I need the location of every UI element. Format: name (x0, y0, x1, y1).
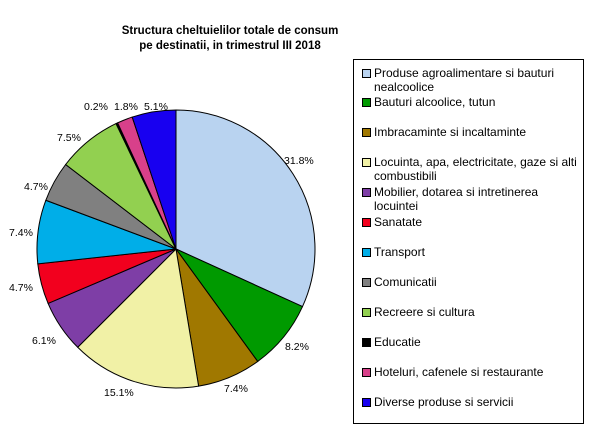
legend-label: Educatie (374, 335, 421, 349)
legend-label: Sanatate (374, 215, 423, 229)
legend-label: Transport (374, 245, 425, 259)
slice-percent-label: 31.8% (284, 155, 314, 167)
legend-item: Produse agroalimentare si bauturi nealco… (362, 66, 580, 94)
legend-label: Hoteluri, cafenele si restaurante (374, 365, 544, 379)
slice-percent-label: 8.2% (285, 341, 309, 353)
legend-swatch (362, 398, 371, 407)
legend-item: Comunicatii (362, 275, 580, 289)
legend-label: Produse agroalimentare si bauturi nealco… (374, 66, 555, 94)
legend-swatch (362, 368, 371, 377)
chart-title: Structura cheltuielilor totale de consum… (110, 24, 350, 54)
slice-percent-label: 7.4% (9, 227, 33, 239)
slice-percent-label: 4.7% (9, 282, 33, 294)
legend-swatch (362, 278, 371, 287)
legend-item: Hoteluri, cafenele si restaurante (362, 365, 580, 379)
legend-item: Bauturi alcoolice, tutun (362, 95, 580, 109)
legend-label: Mobilier, dotarea si intretinerea locuin… (374, 185, 539, 213)
legend-swatch (362, 338, 371, 347)
legend-item: Recreere si cultura (362, 305, 580, 319)
legend-label: Comunicatii (374, 275, 437, 289)
legend-item: Locuinta, apa, electricitate, gaze si al… (362, 155, 580, 183)
legend-item: Sanatate (362, 215, 580, 229)
legend-item: Diverse produse si servicii (362, 395, 580, 409)
legend-item: Mobilier, dotarea si intretinerea locuin… (362, 185, 580, 213)
legend-item: Educatie (362, 335, 580, 349)
legend-swatch (362, 308, 371, 317)
chart-title-line-2: pe destinatii, in trimestrul III 2018 (139, 40, 321, 52)
slice-percent-label: 7.4% (224, 383, 248, 395)
legend-label: Bauturi alcoolice, tutun (374, 95, 496, 109)
slice-percent-label: 1.8% (114, 101, 138, 113)
legend-label: Diverse produse si servicii (374, 395, 514, 409)
slice-percent-label: 4.7% (24, 181, 48, 193)
slice-percent-label: 6.1% (32, 335, 56, 347)
legend-label: Imbracaminte si incaltaminte (374, 125, 527, 139)
slice-percent-label: 7.5% (57, 132, 81, 144)
legend-swatch (362, 128, 371, 137)
legend-swatch (362, 69, 371, 78)
slice-percent-label: 5.1% (144, 101, 168, 113)
legend-label: Recreere si cultura (374, 305, 475, 319)
legend-swatch (362, 98, 371, 107)
pie-slice (175, 109, 316, 308)
chart-title-line-1: Structura cheltuielilor totale de consum (121, 25, 339, 37)
legend-swatch (362, 188, 371, 197)
slice-percent-label: 15.1% (104, 387, 134, 399)
legend-label: Locuinta, apa, electricitate, gaze si al… (374, 155, 577, 183)
legend-item: Transport (362, 245, 580, 259)
pie-slice (131, 109, 177, 250)
pie-slice (77, 247, 200, 389)
legend-swatch (362, 248, 371, 257)
legend-swatch (362, 218, 371, 227)
legend-swatch (362, 158, 371, 167)
slice-percent-label: 0.2% (84, 101, 108, 113)
legend-item: Imbracaminte si incaltaminte (362, 125, 580, 139)
chart-legend: Produse agroalimentare si bauturi nealco… (353, 59, 584, 424)
